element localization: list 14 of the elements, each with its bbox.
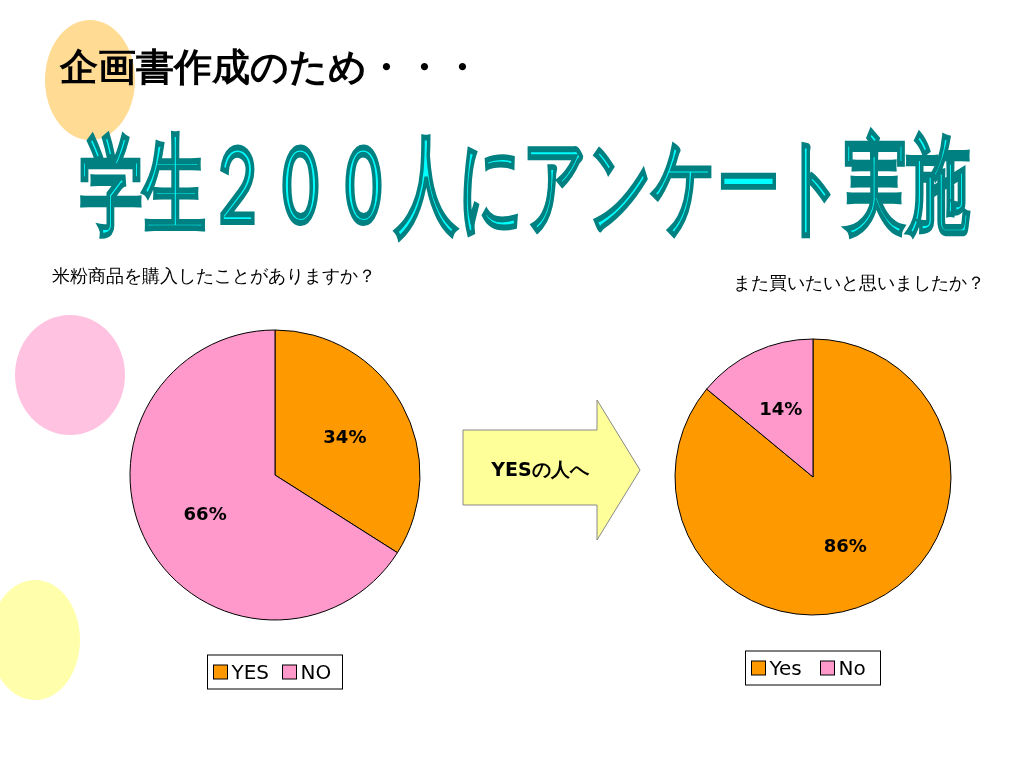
text: 学生２００人にアンケート実施: [80, 122, 971, 248]
data-label: 14%: [759, 397, 803, 419]
chart-title: 米粉商品を購入したことがありますか？: [52, 265, 376, 286]
legend-label: NO: [300, 660, 332, 684]
legend-label: YES: [230, 660, 270, 684]
data-label: 66%: [183, 502, 227, 524]
data-label: 34%: [323, 425, 367, 447]
data-label: 86%: [823, 534, 867, 556]
legend-label: Yes: [768, 656, 802, 680]
text: 企画書作成のため・・・: [59, 45, 481, 89]
text: YESの人へ: [490, 458, 590, 480]
legend-label: No: [838, 656, 866, 680]
pie-slice: [674, 338, 952, 616]
chart-title: また買いたいと思いましたか？: [733, 272, 985, 293]
